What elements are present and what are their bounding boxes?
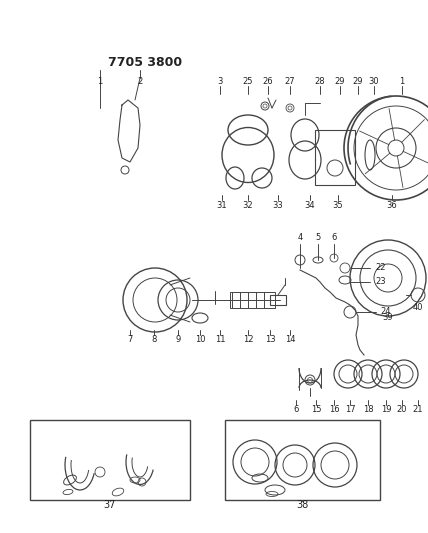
Text: 29: 29 xyxy=(335,77,345,86)
Text: 36: 36 xyxy=(386,200,397,209)
Text: 7705 3800: 7705 3800 xyxy=(108,55,182,69)
Bar xyxy=(225,420,380,500)
Bar xyxy=(315,130,355,185)
Text: 17: 17 xyxy=(345,406,355,415)
Text: 31: 31 xyxy=(217,200,227,209)
Text: 25: 25 xyxy=(243,77,253,86)
Text: 5: 5 xyxy=(315,233,321,243)
Text: 14: 14 xyxy=(285,335,295,344)
Text: 7: 7 xyxy=(127,335,133,344)
Text: 27: 27 xyxy=(285,77,295,86)
Text: 3: 3 xyxy=(217,77,223,86)
Text: 38: 38 xyxy=(296,500,308,510)
Text: 34: 34 xyxy=(305,200,315,209)
Text: 8: 8 xyxy=(152,335,157,344)
Text: 19: 19 xyxy=(381,406,391,415)
Text: 26: 26 xyxy=(263,77,273,86)
Text: 39: 39 xyxy=(383,313,393,322)
Text: 16: 16 xyxy=(329,406,339,415)
Text: 21: 21 xyxy=(413,406,423,415)
Text: 37: 37 xyxy=(104,500,116,510)
Text: 6: 6 xyxy=(293,406,299,415)
Text: 30: 30 xyxy=(369,77,379,86)
Text: 1: 1 xyxy=(98,77,103,86)
Text: 24: 24 xyxy=(380,308,390,317)
Text: 1: 1 xyxy=(399,77,404,86)
Bar xyxy=(230,292,275,308)
Text: 35: 35 xyxy=(333,200,343,209)
Text: 18: 18 xyxy=(363,406,373,415)
Text: 20: 20 xyxy=(397,406,407,415)
Text: 40: 40 xyxy=(413,303,423,312)
Text: 9: 9 xyxy=(175,335,181,344)
Text: 29: 29 xyxy=(353,77,363,86)
Text: 15: 15 xyxy=(311,406,321,415)
Text: 12: 12 xyxy=(243,335,253,344)
Text: 13: 13 xyxy=(265,335,275,344)
Bar xyxy=(30,420,190,500)
Text: 28: 28 xyxy=(315,77,325,86)
Bar xyxy=(270,295,286,305)
Text: 11: 11 xyxy=(215,335,225,344)
Text: 2: 2 xyxy=(137,77,143,86)
Text: 22: 22 xyxy=(375,263,386,272)
Text: 4: 4 xyxy=(297,233,303,243)
Text: 6: 6 xyxy=(331,233,337,243)
Text: 23: 23 xyxy=(375,278,386,287)
Text: 10: 10 xyxy=(195,335,205,344)
Text: 33: 33 xyxy=(273,200,283,209)
Text: 32: 32 xyxy=(243,200,253,209)
